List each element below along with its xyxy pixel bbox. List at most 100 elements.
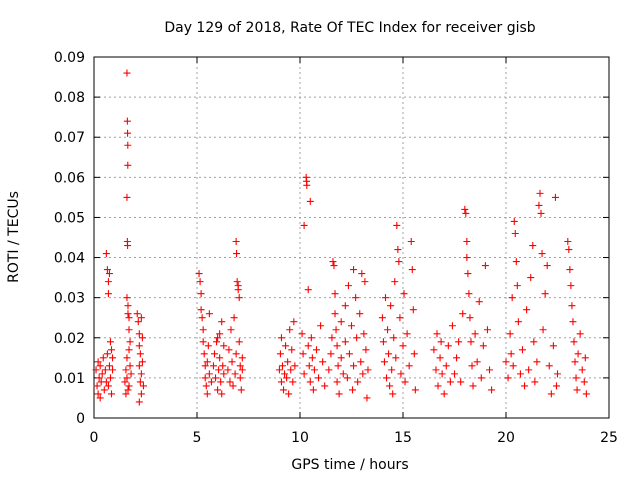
data-point — [473, 358, 481, 366]
y-tick-label: 0.06 — [54, 170, 85, 186]
data-point — [442, 362, 450, 370]
data-point — [312, 346, 320, 354]
data-point — [483, 326, 491, 334]
y-tick-label: 0.01 — [54, 371, 85, 387]
data-point — [510, 217, 518, 225]
data-point — [353, 334, 361, 342]
data-point — [357, 358, 365, 366]
data-point — [580, 378, 588, 386]
data-point — [235, 294, 243, 302]
data-point — [196, 278, 204, 286]
data-point — [125, 382, 133, 390]
data-point — [345, 350, 353, 358]
data-point — [135, 398, 143, 406]
data-point — [103, 266, 111, 274]
data-point — [400, 290, 408, 298]
data-point — [310, 366, 318, 374]
data-point — [533, 358, 541, 366]
data-point — [513, 282, 521, 290]
data-point — [468, 362, 476, 370]
data-point — [537, 209, 545, 217]
data-point — [477, 374, 485, 382]
data-point — [354, 378, 362, 386]
data-point — [199, 338, 207, 346]
data-point — [133, 310, 141, 318]
data-point — [383, 374, 391, 382]
data-point — [122, 390, 130, 398]
data-point — [125, 346, 133, 354]
data-point — [571, 358, 579, 366]
data-point — [479, 342, 487, 350]
data-point — [205, 310, 213, 318]
data-point — [202, 382, 210, 390]
data-point — [438, 370, 446, 378]
data-point — [362, 346, 370, 354]
data-point — [209, 362, 217, 370]
data-point — [303, 181, 311, 189]
x-tick-label: 25 — [600, 430, 618, 446]
data-point — [236, 362, 244, 370]
data-point — [124, 302, 132, 310]
data-point — [335, 390, 343, 398]
data-point — [109, 366, 117, 374]
data-point — [230, 314, 238, 322]
data-point — [332, 326, 340, 334]
data-point — [218, 318, 226, 326]
y-tick-label: 0.03 — [54, 291, 85, 307]
data-point — [408, 266, 416, 274]
data-point — [388, 366, 396, 374]
x-axis: 0 5 10 15 20 25 — [90, 57, 618, 446]
data-point — [278, 362, 286, 370]
data-point — [105, 270, 113, 278]
data-point — [339, 370, 347, 378]
data-point — [136, 350, 144, 358]
y-tick-label: 0.04 — [54, 251, 85, 267]
data-point — [121, 378, 129, 386]
data-point — [539, 326, 547, 334]
data-point — [455, 338, 463, 346]
data-point — [469, 382, 477, 390]
y-axis: 0 0.01 0.02 0.03 0.04 0.05 0.06 0.07 0.08 0.09 — [54, 50, 609, 427]
data-point — [531, 378, 539, 386]
data-point — [234, 286, 242, 294]
data-point — [229, 382, 237, 390]
data-point — [321, 382, 329, 390]
data-point — [465, 290, 473, 298]
data-point — [381, 294, 389, 302]
data-point — [220, 342, 228, 350]
data-point — [330, 262, 338, 270]
data-point — [309, 386, 317, 394]
data-point — [233, 278, 241, 286]
data-point — [364, 366, 372, 374]
data-point — [104, 382, 112, 390]
data-point — [545, 362, 553, 370]
data-point — [392, 354, 400, 362]
y-tick-label: 0 — [76, 411, 85, 427]
data-point — [581, 354, 589, 362]
data-point — [197, 290, 205, 298]
data-point — [216, 354, 224, 362]
data-point — [530, 338, 538, 346]
y-axis-label: ROTI / TECUs — [6, 191, 22, 283]
data-point — [363, 394, 371, 402]
data-point — [124, 141, 132, 149]
data-point — [135, 330, 143, 338]
data-point — [123, 374, 131, 382]
data-point — [331, 290, 339, 298]
data-point — [582, 390, 590, 398]
data-point — [317, 322, 325, 330]
data-point — [527, 274, 535, 282]
data-point — [384, 326, 392, 334]
data-point — [380, 358, 388, 366]
data-point — [282, 342, 290, 350]
data-point — [124, 129, 132, 137]
data-point — [307, 334, 315, 342]
data-point — [567, 282, 575, 290]
data-point — [361, 278, 369, 286]
data-point — [486, 366, 494, 374]
data-point — [227, 326, 235, 334]
data-point — [535, 201, 543, 209]
data-point — [547, 390, 555, 398]
data-point — [277, 378, 285, 386]
